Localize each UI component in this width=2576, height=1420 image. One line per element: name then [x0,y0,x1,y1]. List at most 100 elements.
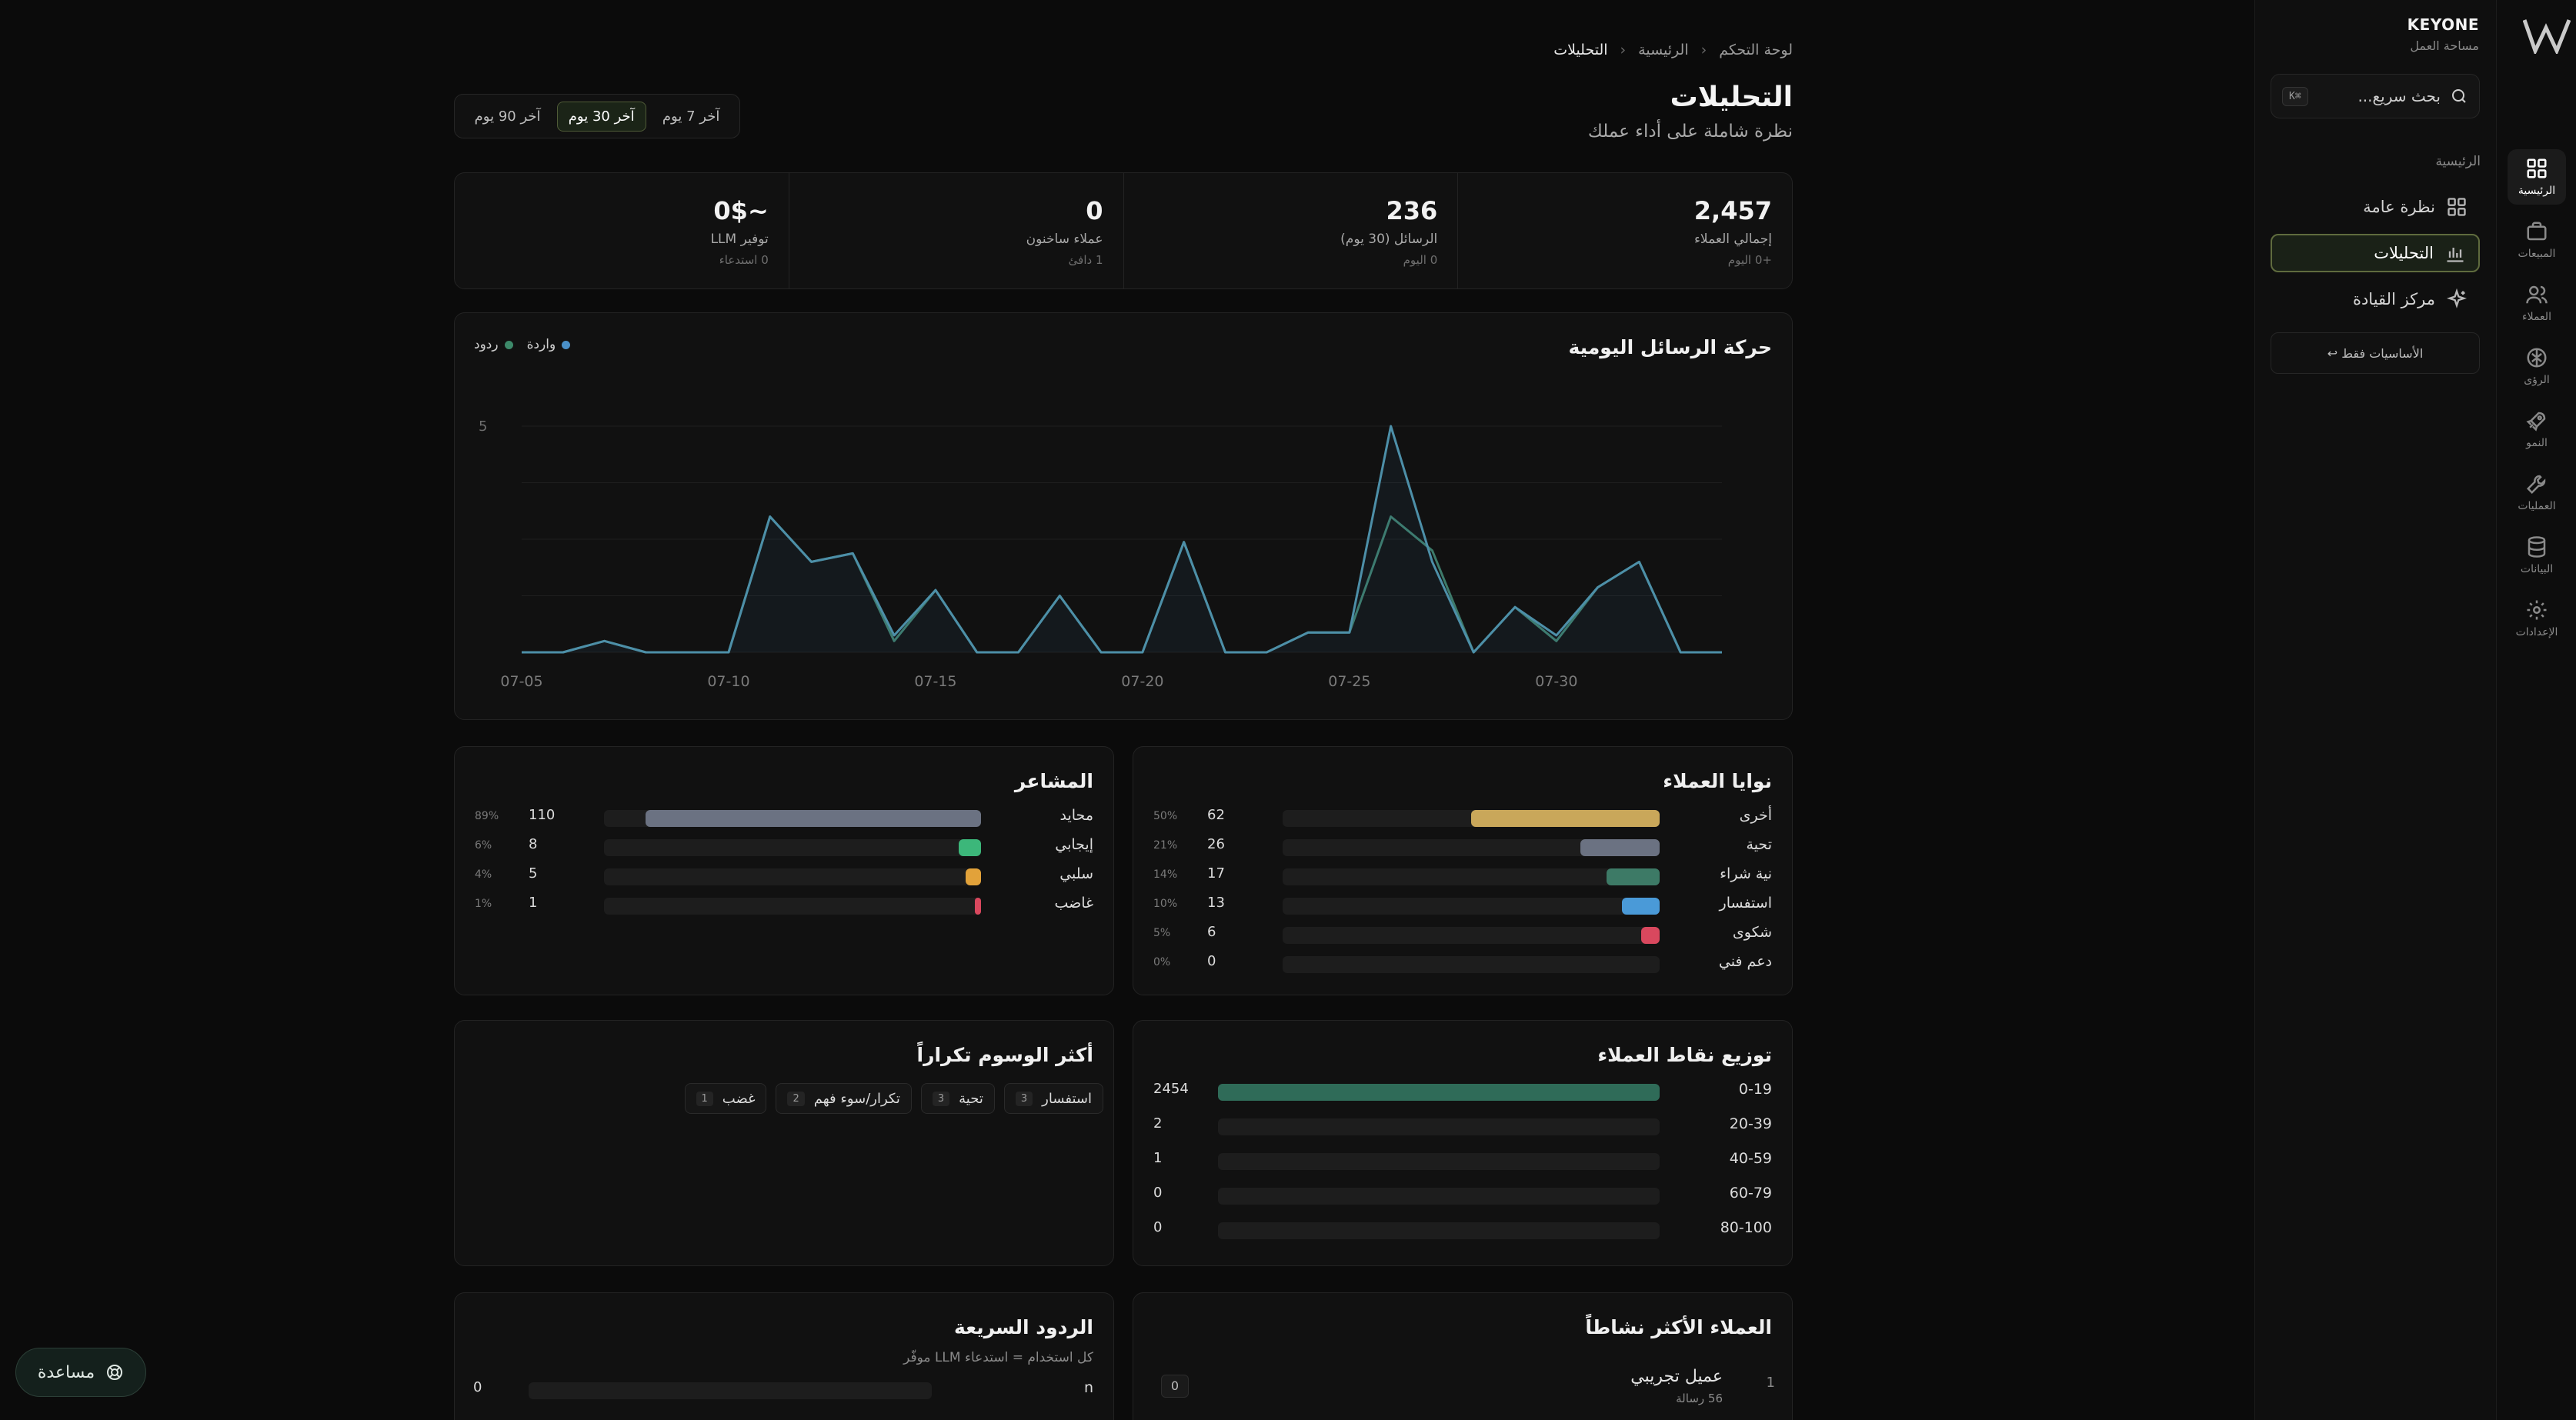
row-track [1283,868,1660,885]
breadcrumb-item[interactable]: لوحة التحكم [1719,42,1793,58]
search-shortcut: K⌘ [2282,86,2308,106]
row-track [1283,927,1660,944]
row-track [604,839,981,856]
score-range: 20-39 [1729,1115,1772,1132]
tags-list: استفسار 3 تحية 3 تكرار/سوء فهم 2 غضب 1 [684,1083,1103,1114]
row-count: 13 [1207,895,1225,911]
stat-hot-customers: 0 عملاء ساخنون 1 دافئ [788,173,1123,288]
score-row: 40-59 1 [1153,1150,1772,1172]
row-percent: 0% [1153,956,1171,968]
sentiment-card: المشاعر محايد 110 89% إيجابي 8 6% سلبي 5 4% غاضب 1… [454,746,1114,995]
row-label: غاضب [1054,895,1093,912]
stat-label: إجمالي العملاء [1693,232,1772,247]
row-label: أخرى [1739,807,1772,824]
bar-chart-icon [2447,248,2464,262]
stat-label: الرسائل (30 يوم) [1340,232,1438,247]
rail-item-sales[interactable]: المبيعات [2508,212,2566,268]
customer-name[interactable]: عميل تجريبي [1630,1367,1723,1386]
rail-item-data[interactable]: البيانات [2508,528,2566,583]
row-count: 1 [529,895,538,911]
score-track [1218,1222,1660,1239]
score-row: 80-100 0 [1153,1219,1772,1241]
briefcase-icon [2527,222,2547,241]
stat-value: 236 [1386,196,1438,225]
x-tick-label: 07-25 [1328,673,1370,690]
row-bar [1622,898,1660,915]
row-label: تحية [1746,836,1772,853]
score-row: 0-19 2454 [1153,1081,1772,1102]
x-tick-label: 07-30 [1535,673,1577,690]
tag-chip[interactable]: استفسار 3 [1003,1083,1103,1114]
row-track [1283,898,1660,915]
rail-item-operations[interactable]: العمليات [2508,465,2566,520]
row-percent: 1% [475,898,492,910]
breadcrumb-current: التحليلات [1553,42,1608,58]
row-count: 6 [1207,924,1216,940]
sentiment-row: غاضب 1 1% [475,895,1093,916]
card-title: المشاعر [1014,770,1093,792]
help-button[interactable]: مساعدة [15,1348,146,1397]
range-30-days[interactable]: آخر 30 يوم [556,101,646,132]
range-7-days[interactable]: آخر 7 يوم [662,108,720,125]
sidebar-item-command-center[interactable]: مركز القيادة [2271,280,2480,318]
tag-chip[interactable]: تحية 3 [920,1083,995,1114]
search-box[interactable]: K⌘ بحث سريع... [2271,74,2480,118]
stat-label: عملاء ساخنون [1026,232,1103,247]
rail-item-settings[interactable]: الإعدادات [2508,591,2566,646]
rail-item-growth[interactable]: النمو [2508,402,2566,457]
search-icon [2452,89,2466,103]
tag-chip[interactable]: تكرار/سوء فهم 2 [776,1083,912,1114]
rail-item-insights[interactable]: الرؤى [2508,338,2566,394]
legend-label: واردة [526,337,556,352]
range-90-days[interactable]: آخر 90 يوم [474,108,541,125]
quick-replies-card: الردود السريعة كل استخدام = استدعاء LLM … [454,1292,1114,1420]
sidebar: KEYONE مساحة العمل K⌘ بحث سريع... الرئيس… [2254,0,2496,1420]
row-percent: 4% [475,868,492,881]
sidebar-item-label: نظرة عامة [2363,198,2435,216]
rail-item-customers[interactable]: العملاء [2508,275,2566,331]
database-icon [2528,536,2546,558]
brand-logo [2523,19,2571,54]
row-percent: 10% [1153,898,1178,910]
active-customers-card: العملاء الأكثر نشاطاً 1 عميل تجريبي 56 ر… [1133,1292,1793,1420]
row-bar [966,868,981,885]
sidebar-item-overview[interactable]: نظرة عامة [2271,188,2480,226]
wrench-icon [2526,475,2546,495]
customer-messages: 56 رسالة [1676,1392,1723,1405]
rail-item-home[interactable]: الرئيسية [2508,149,2566,205]
basics-only-button[interactable]: ↩ الأساسيات فقط [2271,332,2480,374]
legend-item-incoming: واردة [527,337,571,352]
card-title: أكثر الوسوم تكراراً [916,1044,1094,1066]
stat-label: توفير LLM [710,232,769,247]
card-title: الردود السريعة [953,1316,1093,1338]
tag-chip[interactable]: غضب 1 [684,1083,767,1114]
brand-subtitle: مساحة العمل [2410,38,2479,53]
row-label: نية شراء [1720,865,1772,882]
stat-llm-savings: ~0$ توفير LLM 0 استدعاء [455,173,789,288]
row-label: محايد [1059,807,1094,824]
quick-reply-count: 0 [473,1379,482,1395]
page-title: التحليلات [1670,82,1793,113]
chevron-left-icon: ‹ [1620,42,1627,58]
stat-sub: 0 اليوم [1403,253,1438,267]
intents-card: نوايا العملاء أخرى 62 50% تحية 26 21% نية شراء… [1133,746,1793,995]
breadcrumb-item[interactable]: الرئيسية [1638,42,1689,58]
lifebuoy-icon [107,1365,123,1380]
row-bar [645,810,981,827]
score-row: 20-39 2 [1153,1115,1772,1137]
x-tick-label: 07-20 [1121,673,1163,690]
chart-legend: واردة ردود [474,337,571,352]
score-count: 0 [1153,1219,1163,1235]
sidebar-item-analytics[interactable]: التحليلات [2271,234,2480,272]
row-bar [958,839,981,856]
row-track [1283,839,1660,856]
search-placeholder[interactable]: بحث سريع... [2357,87,2441,105]
rail-label: النمو [2526,437,2548,449]
score-track [1218,1118,1660,1135]
tag-count: 1 [696,1091,713,1106]
customer-rank: 1 [1766,1375,1775,1391]
stat-messages: 236 الرسائل (30 يوم) 0 اليوم [1123,173,1458,288]
legend-item-replies: ردود [474,337,513,352]
row-count: 62 [1207,807,1225,823]
rocket-icon [2526,412,2546,432]
